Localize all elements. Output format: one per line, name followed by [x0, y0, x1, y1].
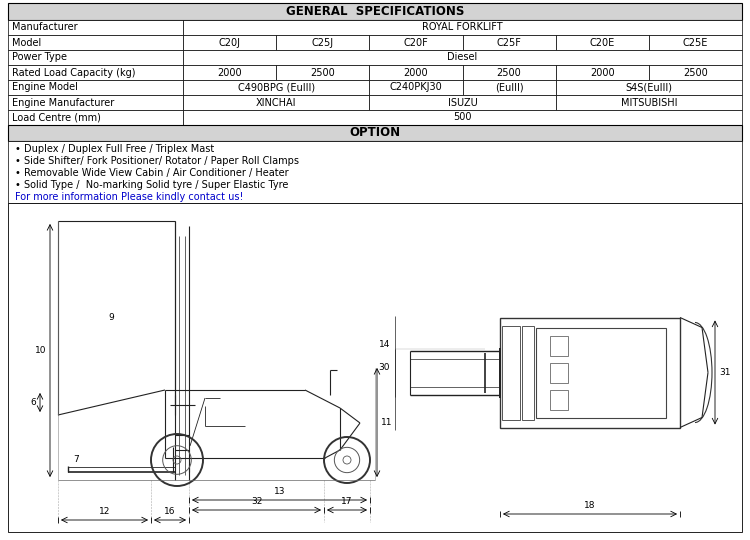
Bar	[276, 65, 369, 80]
Text: 30: 30	[379, 363, 390, 372]
Bar	[8, 20, 183, 35]
Text: 31: 31	[719, 368, 730, 377]
Bar	[556, 65, 649, 80]
Bar	[369, 65, 463, 80]
Text: 32: 32	[251, 497, 262, 506]
Text: Engine Manufacturer: Engine Manufacturer	[12, 98, 114, 107]
Text: • Side Shifter/ Fork Positioner/ Rotator / Paper Roll Clamps: • Side Shifter/ Fork Positioner/ Rotator…	[15, 156, 299, 166]
Text: S4S(EuIII): S4S(EuIII)	[626, 83, 672, 92]
Bar	[8, 95, 183, 110]
Bar	[8, 3, 742, 20]
Bar	[502, 326, 520, 420]
Bar	[463, 80, 556, 95]
Text: Manufacturer: Manufacturer	[12, 23, 78, 32]
Bar	[369, 95, 556, 110]
Text: (EuIII): (EuIII)	[495, 83, 524, 92]
Text: 2500: 2500	[310, 68, 335, 78]
Text: 2500: 2500	[496, 68, 521, 78]
Text: • Duplex / Duplex Full Free / Triplex Mast: • Duplex / Duplex Full Free / Triplex Ma…	[15, 144, 214, 154]
Text: • Removable Wide View Cabin / Air Conditioner / Heater: • Removable Wide View Cabin / Air Condit…	[15, 168, 289, 178]
Bar	[522, 326, 534, 420]
Text: MITSUBISHI: MITSUBISHI	[620, 98, 677, 107]
Text: ISUZU: ISUZU	[448, 98, 478, 107]
Text: 6: 6	[30, 398, 36, 407]
Text: 14: 14	[379, 340, 390, 349]
Text: Rated Load Capacity (kg): Rated Load Capacity (kg)	[12, 68, 136, 78]
Text: For more information Please kindly contact us!: For more information Please kindly conta…	[15, 192, 243, 202]
Text: 7: 7	[73, 456, 79, 464]
Bar	[556, 95, 742, 110]
Bar	[550, 362, 568, 382]
Text: GENERAL  SPECIFICATIONS: GENERAL SPECIFICATIONS	[286, 5, 464, 18]
Bar	[8, 203, 742, 532]
Text: 10: 10	[34, 346, 46, 355]
Bar	[369, 35, 463, 50]
Text: C25E: C25E	[682, 37, 708, 48]
Bar	[8, 110, 183, 125]
Text: Load Centre (mm): Load Centre (mm)	[12, 112, 100, 123]
Text: Model: Model	[12, 37, 41, 48]
Bar	[8, 50, 183, 65]
Bar	[8, 141, 742, 203]
Text: ROYAL FORKLIFT: ROYAL FORKLIFT	[422, 23, 502, 32]
Bar	[183, 80, 369, 95]
Text: C240PKJ30: C240PKJ30	[389, 83, 442, 92]
Bar	[183, 35, 276, 50]
Bar	[556, 80, 742, 95]
Bar	[8, 80, 183, 95]
Text: 18: 18	[584, 501, 596, 510]
Text: C25J: C25J	[312, 37, 334, 48]
Text: XINCHAI: XINCHAI	[256, 98, 296, 107]
Text: 2000: 2000	[217, 68, 242, 78]
Text: C20F: C20F	[404, 37, 428, 48]
Bar	[550, 335, 568, 355]
Text: 11: 11	[381, 418, 392, 427]
Text: 16: 16	[164, 507, 176, 516]
Bar	[183, 110, 742, 125]
Bar	[276, 35, 369, 50]
Text: Engine Model: Engine Model	[12, 83, 78, 92]
Text: C25F: C25F	[496, 37, 521, 48]
Text: Power Type: Power Type	[12, 52, 67, 63]
Text: C20J: C20J	[218, 37, 241, 48]
Bar	[183, 95, 369, 110]
Bar	[183, 50, 742, 65]
Text: C490BPG (EuIII): C490BPG (EuIII)	[238, 83, 315, 92]
Bar	[536, 327, 666, 417]
Bar	[8, 35, 183, 50]
Text: 13: 13	[274, 487, 285, 496]
Text: 12: 12	[99, 507, 110, 516]
Text: 2500: 2500	[683, 68, 708, 78]
Bar	[8, 125, 742, 141]
Text: Diesel: Diesel	[447, 52, 478, 63]
Text: • Solid Type /  No-marking Solid tyre / Super Elastic Tyre: • Solid Type / No-marking Solid tyre / S…	[15, 180, 288, 190]
Bar	[649, 65, 742, 80]
Text: OPTION: OPTION	[350, 126, 400, 139]
Bar	[649, 35, 742, 50]
Bar	[183, 65, 276, 80]
Bar	[369, 80, 463, 95]
Bar	[183, 20, 742, 35]
Bar	[556, 35, 649, 50]
Text: 9: 9	[109, 314, 114, 322]
Bar	[500, 318, 680, 428]
Bar	[463, 65, 556, 80]
Text: C20E: C20E	[590, 37, 615, 48]
Bar	[463, 35, 556, 50]
Bar	[8, 65, 183, 80]
Text: 17: 17	[341, 497, 352, 506]
Text: 2000: 2000	[404, 68, 428, 78]
Text: 500: 500	[453, 112, 472, 123]
Text: 2000: 2000	[590, 68, 614, 78]
Bar	[550, 389, 568, 409]
